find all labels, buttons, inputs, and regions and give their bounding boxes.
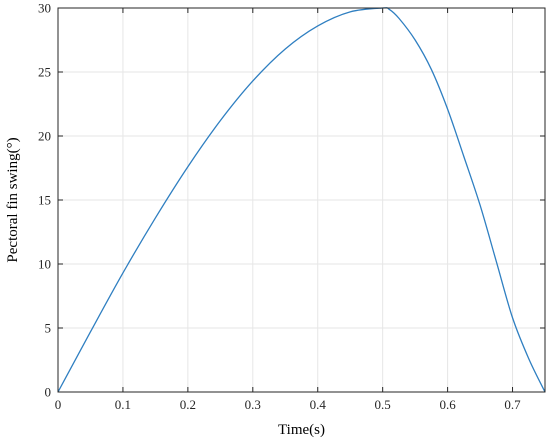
- y-tick-label: 30: [38, 1, 51, 16]
- y-tick-label: 15: [38, 193, 51, 208]
- y-tick-label: 10: [38, 257, 51, 272]
- grid: [57, 7, 545, 393]
- x-tick-label: 0.5: [375, 397, 391, 412]
- x-tick-label: 0: [55, 397, 62, 412]
- x-axis-label: Time(s): [278, 422, 325, 438]
- x-tick-label: 0.3: [245, 397, 261, 412]
- y-tick-label: 5: [45, 321, 52, 336]
- y-tick-label: 25: [38, 65, 51, 80]
- plot-area-border: [57, 7, 546, 393]
- x-tick-label: 0.6: [439, 397, 456, 412]
- y-tick-label: 20: [38, 129, 51, 144]
- x-tick-label: 0.2: [180, 397, 196, 412]
- y-axis-label: Pectoral fin swing(°): [5, 137, 21, 262]
- y-tick-labels: 0 5 10 15 20 25 30: [38, 1, 51, 400]
- y-tick-label: 0: [45, 385, 52, 400]
- x-tick-label: 0.7: [504, 397, 521, 412]
- x-tick-labels: 0 0.1 0.2 0.3 0.4 0.5 0.6 0.7: [55, 397, 521, 412]
- x-tick-label: 0.4: [310, 397, 327, 412]
- x-tick-label: 0.1: [115, 397, 131, 412]
